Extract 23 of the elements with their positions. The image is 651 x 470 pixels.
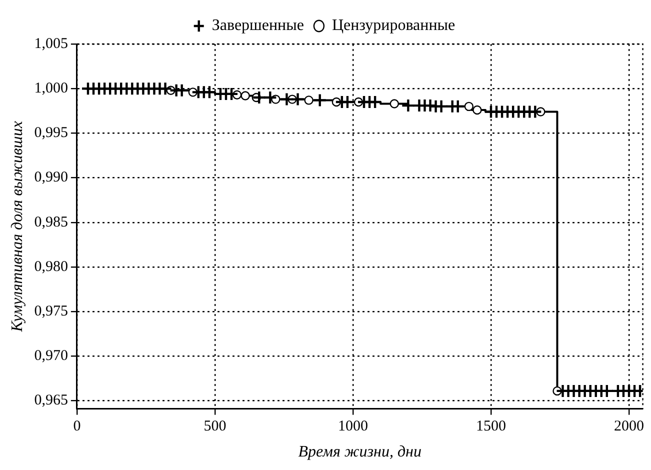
y-tick-label: 0,995 (34, 125, 68, 142)
point (472, 105, 482, 115)
y-tick-label: 0,985 (34, 214, 68, 230)
point (240, 91, 250, 100)
y-tick-label: 0,975 (34, 304, 68, 320)
y-tick-label: 1,000 (34, 80, 68, 97)
x-tick-label: 1500 (476, 418, 506, 435)
y-tick-label: 0,990 (34, 170, 68, 186)
point (390, 99, 399, 108)
y-tick-label: 1,005 (34, 36, 68, 52)
legend-label: Завершенные (212, 17, 304, 34)
x-axis-title: Время жизни, дни (298, 444, 422, 461)
legend-label: Цензурированные (332, 17, 456, 34)
point (464, 102, 474, 112)
y-tick-label: 0,970 (34, 348, 68, 364)
point (304, 96, 314, 105)
x-tick-label: 1000 (338, 418, 368, 435)
y-axis-title: Кумулятивная доля выживших (8, 121, 26, 333)
x-tick-label: 500 (204, 418, 226, 435)
y-tick-label: 0,980 (34, 258, 68, 275)
x-tick-label: 0 (73, 418, 81, 435)
x-tick-label: 2000 (614, 418, 644, 435)
y-tick-label: 0,965 (34, 392, 68, 409)
